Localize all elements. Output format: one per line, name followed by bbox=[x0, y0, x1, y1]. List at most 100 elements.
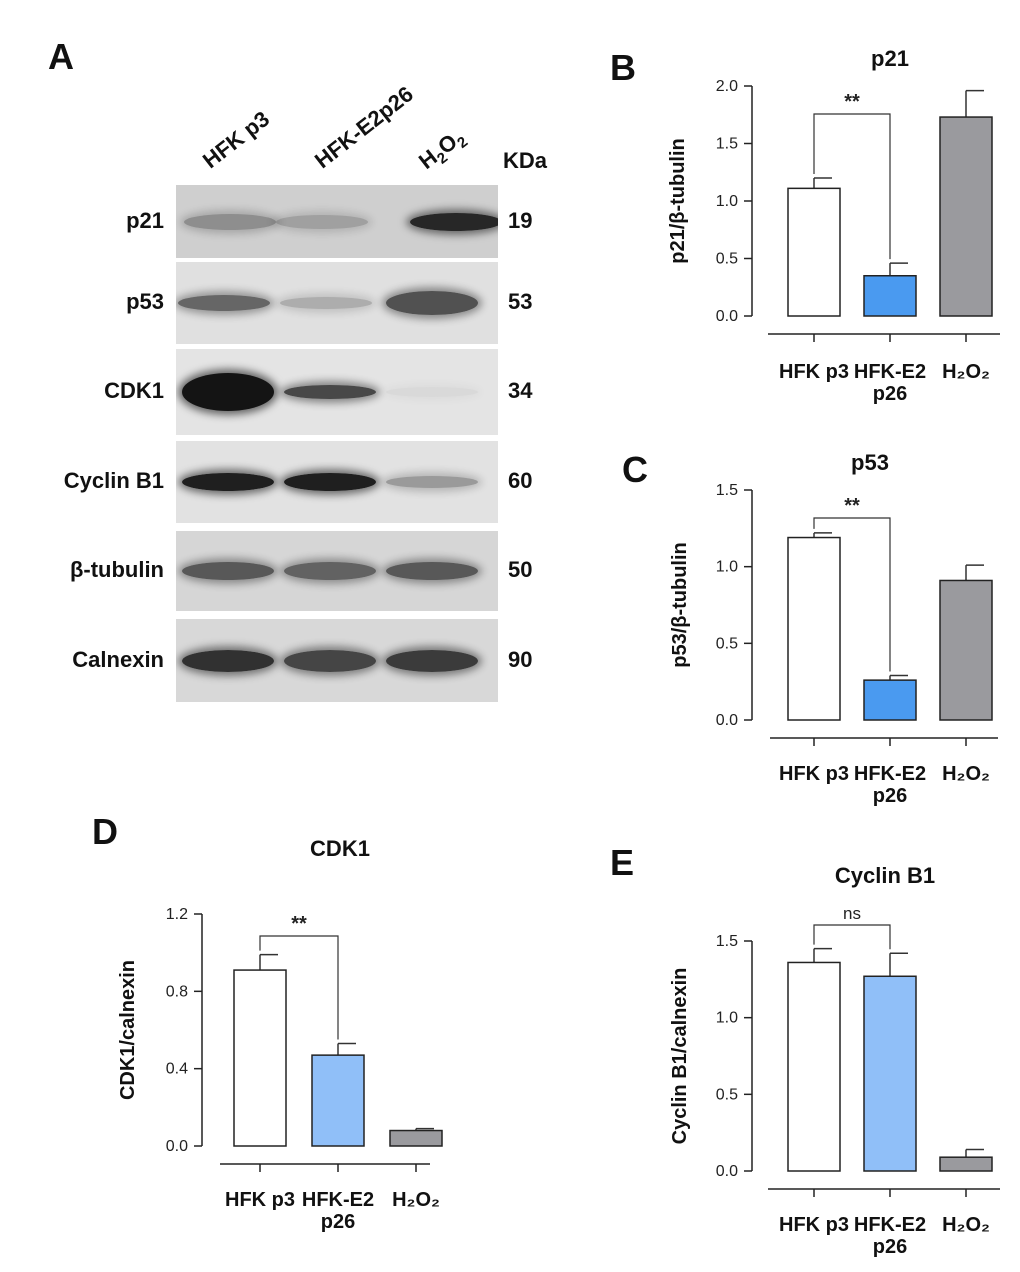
kda-header: KDa bbox=[503, 148, 548, 173]
x-tick-label: HFK-E2 bbox=[854, 763, 926, 785]
blot-kda-p53: 53 bbox=[508, 289, 533, 314]
lane-label-hfk-p3: HFK p3 bbox=[197, 106, 275, 174]
panel-letter-b: B bbox=[610, 47, 636, 88]
y-tick-label: 1.2 bbox=[166, 906, 188, 923]
bar bbox=[863, 275, 917, 317]
bar bbox=[389, 1129, 443, 1147]
y-tick-label: 0.4 bbox=[166, 1061, 188, 1078]
blot-label-cdk1: CDK1 bbox=[104, 378, 164, 403]
significance-label: ** bbox=[844, 91, 860, 113]
blot-band bbox=[386, 476, 478, 488]
y-axis-label: CDK1/calnexin bbox=[117, 960, 139, 1100]
bar bbox=[311, 1054, 365, 1147]
panel-letter-e: E bbox=[610, 842, 634, 883]
blot-band bbox=[386, 649, 478, 672]
y-tick-label: 1.5 bbox=[716, 136, 738, 153]
bar bbox=[233, 969, 287, 1147]
y-tick-label: 0.0 bbox=[716, 712, 738, 729]
chart-title: p21 bbox=[871, 46, 909, 71]
x-tick-label: p26 bbox=[873, 383, 907, 405]
x-tick-label: HFK-E2 bbox=[854, 1214, 926, 1236]
significance-bracket bbox=[813, 924, 891, 950]
y-tick-label: 1.5 bbox=[716, 933, 738, 950]
blot-band bbox=[182, 649, 274, 672]
significance-label: ns bbox=[843, 904, 861, 923]
y-tick-label: 0.5 bbox=[716, 635, 738, 652]
x-tick-label: H₂O₂ bbox=[942, 361, 990, 383]
x-tick-label: H₂O₂ bbox=[942, 763, 990, 785]
significance-label: ** bbox=[844, 495, 860, 517]
chart-cdk1: D CDK1 0.0 0.4 0.8 1.2 CDK1/calnexin HFK p3 HFK-… bbox=[92, 811, 443, 1233]
bar bbox=[787, 961, 841, 1172]
blot-strip-cdk1 bbox=[176, 349, 498, 435]
significance-bracket bbox=[813, 517, 891, 672]
blot-band bbox=[386, 291, 478, 315]
blot-kda-cdk1: 34 bbox=[508, 378, 533, 403]
y-tick-label: 2.0 bbox=[716, 78, 738, 95]
blot-strip-p53 bbox=[176, 262, 498, 344]
blot-band bbox=[182, 562, 274, 580]
blot-strip-beta-tubulin bbox=[176, 531, 498, 611]
bar bbox=[939, 579, 993, 721]
blot-band bbox=[284, 385, 376, 399]
blot-kda-cyclin-b1: 60 bbox=[508, 468, 533, 493]
blot-label-beta-tubulin: β-tubulin bbox=[69, 557, 164, 582]
blot-label-p21: p21 bbox=[126, 207, 164, 233]
y-axis-label: Cyclin B1/calnexin bbox=[669, 968, 691, 1145]
x-tick-label: HFK-E2 bbox=[854, 361, 926, 383]
y-tick-label: 0.0 bbox=[716, 1163, 738, 1180]
x-tick-label: p26 bbox=[873, 785, 907, 807]
bar bbox=[787, 187, 841, 317]
lane-label-hfk-e2p26: HFK-E2p26 bbox=[309, 81, 418, 174]
blot-band bbox=[276, 214, 368, 229]
blot-band bbox=[178, 295, 270, 311]
significance-bracket bbox=[259, 935, 339, 1040]
x-tick-label: H₂O₂ bbox=[942, 1214, 990, 1236]
y-tick-label: 1.0 bbox=[716, 193, 738, 210]
bar bbox=[787, 536, 841, 721]
y-tick-label: 0.5 bbox=[716, 251, 738, 268]
blot-band bbox=[284, 649, 376, 672]
blot-label-cyclin-b1: Cyclin B1 bbox=[63, 468, 164, 493]
bar bbox=[863, 679, 917, 721]
chart-title: Cyclin B1 bbox=[835, 863, 935, 888]
x-tick-label: p26 bbox=[321, 1211, 355, 1233]
blot-label-p53: p53 bbox=[126, 289, 164, 314]
y-tick-label: 1.0 bbox=[716, 559, 738, 576]
panel-letter-a: A bbox=[48, 36, 74, 77]
blot-band bbox=[386, 387, 478, 397]
bar bbox=[939, 116, 993, 317]
bar bbox=[939, 1156, 993, 1172]
blot-strip-calnexin bbox=[176, 619, 498, 702]
blot-band bbox=[182, 473, 274, 491]
y-tick-label: 1.0 bbox=[716, 1010, 738, 1027]
y-tick-label: 0.8 bbox=[166, 983, 188, 1000]
x-tick-label: HFK-E2 bbox=[302, 1189, 374, 1211]
significance-bracket bbox=[813, 113, 891, 260]
y-tick-label: 0.0 bbox=[716, 308, 738, 325]
x-tick-label: HFK p3 bbox=[779, 1214, 849, 1236]
lane-label-h2o2: H2O2 bbox=[413, 128, 472, 174]
blot-kda-p21: 19 bbox=[508, 207, 533, 233]
x-tick-label: HFK p3 bbox=[779, 361, 849, 383]
chart-cyclin-b1: E Cyclin B1 0.0 0.5 1.0 1.5 Cyclin B1/calnexin… bbox=[610, 842, 1000, 1258]
x-tick-label: HFK p3 bbox=[225, 1189, 295, 1211]
blot-band bbox=[284, 562, 376, 580]
blot-kda-calnexin: 90 bbox=[508, 646, 533, 672]
y-axis-label: p21/β-tubulin bbox=[667, 138, 689, 264]
blot-label-calnexin: Calnexin bbox=[72, 646, 164, 672]
y-axis-label: p53/β-tubulin bbox=[669, 542, 691, 668]
panel-letter-c: C bbox=[622, 449, 648, 490]
y-tick-label: 0.0 bbox=[166, 1138, 188, 1155]
panel-letter-d: D bbox=[92, 811, 118, 852]
blot-band bbox=[386, 562, 478, 580]
bar bbox=[863, 975, 917, 1172]
blot-band bbox=[284, 473, 376, 491]
chart-title: p53 bbox=[851, 450, 889, 475]
significance-label: ** bbox=[291, 913, 307, 935]
blot-kda-beta-tubulin: 50 bbox=[508, 557, 533, 582]
y-tick-label: 1.5 bbox=[716, 482, 738, 499]
x-tick-label: p26 bbox=[873, 1236, 907, 1258]
x-tick-label: H₂O₂ bbox=[392, 1189, 440, 1211]
